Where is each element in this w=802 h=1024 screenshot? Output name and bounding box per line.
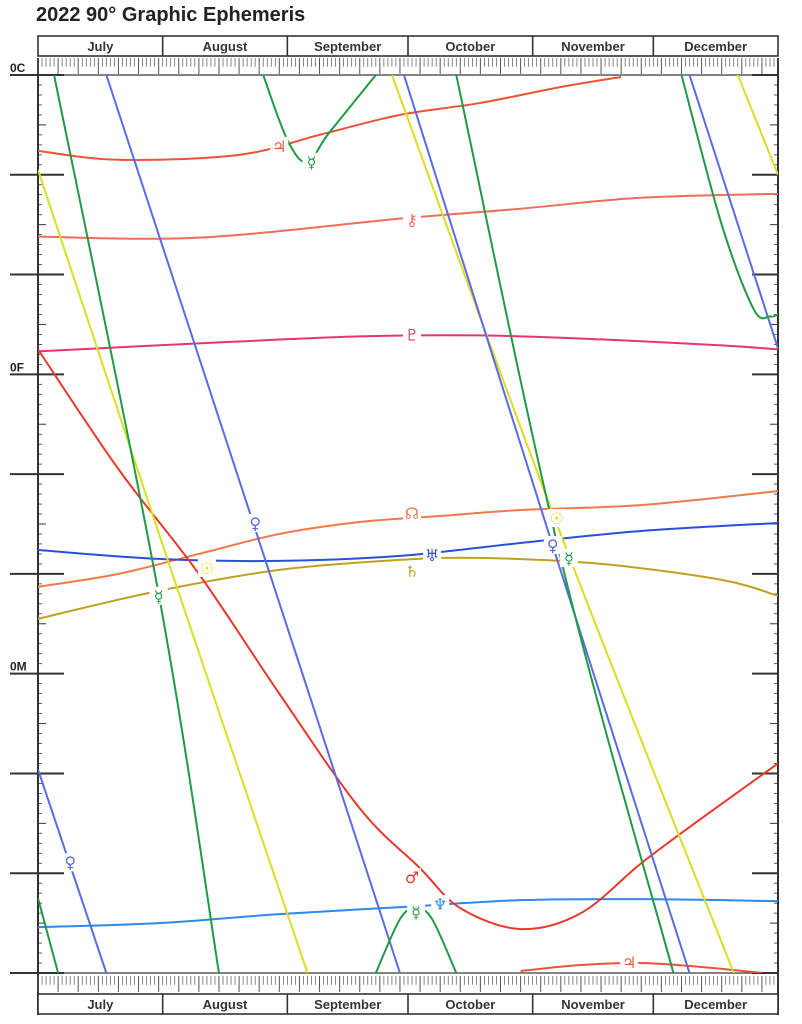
node-glyph-bg bbox=[403, 504, 422, 523]
venus-2-glyph: ♀ bbox=[249, 514, 261, 533]
y-axis-label: 0C bbox=[10, 61, 26, 75]
y-axis-label: 0M bbox=[10, 660, 27, 674]
pluto-glyph-bg bbox=[403, 325, 422, 344]
month-label: July bbox=[87, 997, 114, 1012]
mercury-2-glyph-bg bbox=[149, 586, 168, 605]
mercury-2-glyph: ☿ bbox=[154, 587, 164, 606]
y-axis-label: 0F bbox=[10, 360, 24, 374]
mercury-2-line bbox=[53, 75, 220, 973]
month-bar-top: July August September October November Decemb… bbox=[37, 35, 779, 74]
venus-1-glyph: ♀ bbox=[64, 853, 76, 872]
jupiter-glyph: ♃ bbox=[272, 137, 286, 156]
month-label: September bbox=[314, 997, 381, 1012]
jupiter-late-line bbox=[520, 961, 763, 973]
uranus-glyph-bg bbox=[423, 545, 442, 564]
mercury-6-line bbox=[680, 75, 778, 320]
mercury-4-glyph: ☿ bbox=[411, 903, 421, 922]
month-label: December bbox=[684, 39, 747, 54]
uranus-glyph: ♅ bbox=[425, 546, 439, 565]
planet-glyphs: ♃ ♃ ⚷ ♇ ☊ ♅ ♄ ♆ ♂ ☉ ☉ ♀ ♀ ♀ ☿ ☿ ☿ ☿ bbox=[61, 136, 639, 972]
mercury-4-glyph-bg bbox=[407, 903, 426, 922]
uranus-line bbox=[38, 522, 778, 563]
jupiter-line bbox=[38, 76, 622, 161]
mercury-5-glyph-bg bbox=[559, 548, 578, 567]
sun-2-glyph: ☉ bbox=[550, 509, 564, 528]
pluto-glyph: ♇ bbox=[405, 325, 419, 344]
mars-glyph: ♂ bbox=[405, 868, 419, 887]
month-label: September bbox=[314, 39, 381, 54]
venus-3-glyph: ♀ bbox=[547, 536, 559, 555]
jupiter-late-glyph-bg bbox=[620, 953, 639, 972]
axis-ticks bbox=[10, 74, 778, 974]
sun-2-glyph-bg bbox=[547, 509, 566, 528]
node-line bbox=[38, 490, 778, 588]
sun-1-glyph-bg bbox=[197, 558, 216, 577]
neptune-glyph: ♆ bbox=[433, 895, 447, 914]
month-label: August bbox=[203, 997, 248, 1012]
venus-3-glyph-bg bbox=[543, 535, 562, 554]
sun-1-line bbox=[38, 169, 309, 973]
venus-2-glyph-bg bbox=[246, 514, 265, 532]
mars-line bbox=[38, 348, 778, 931]
neptune-line bbox=[38, 898, 778, 929]
mars-glyph-bg bbox=[403, 868, 422, 887]
chiron-line bbox=[38, 192, 778, 240]
mercury-3-glyph: ☿ bbox=[307, 153, 317, 172]
month-bar-bottom: July August September October November Decemb… bbox=[37, 976, 779, 1015]
jupiter-late-glyph: ♃ bbox=[622, 953, 636, 972]
neptune-glyph-bg bbox=[431, 895, 450, 914]
mercury-3-glyph-bg bbox=[302, 152, 321, 171]
month-label: November bbox=[561, 39, 625, 54]
jupiter-glyph-bg bbox=[270, 136, 289, 155]
month-label: July bbox=[87, 39, 114, 54]
venus-1-glyph-bg bbox=[61, 853, 80, 872]
mercury-1-line bbox=[38, 897, 60, 973]
month-label: August bbox=[203, 39, 248, 54]
pluto-line bbox=[38, 334, 778, 353]
sun-3-line bbox=[736, 75, 778, 176]
month-label: October bbox=[445, 39, 495, 54]
venus-4-line bbox=[688, 75, 778, 349]
mercury-5-glyph: ☿ bbox=[564, 549, 574, 568]
venus-3-line bbox=[403, 75, 691, 973]
saturn-glyph: ♄ bbox=[405, 562, 419, 581]
y-axis-labels: 0C 0F 0M bbox=[10, 61, 27, 674]
chiron-glyph: ⚷ bbox=[406, 211, 418, 230]
month-label: November bbox=[561, 997, 625, 1012]
chart-title: 2022 90° Graphic Ephemeris bbox=[36, 4, 306, 26]
month-label: October bbox=[445, 997, 495, 1012]
saturn-glyph-bg bbox=[403, 561, 422, 580]
sun-1-glyph: ☉ bbox=[200, 559, 214, 578]
chiron-glyph-bg bbox=[403, 210, 422, 229]
month-label: December bbox=[684, 997, 747, 1012]
node-glyph: ☊ bbox=[405, 504, 419, 523]
